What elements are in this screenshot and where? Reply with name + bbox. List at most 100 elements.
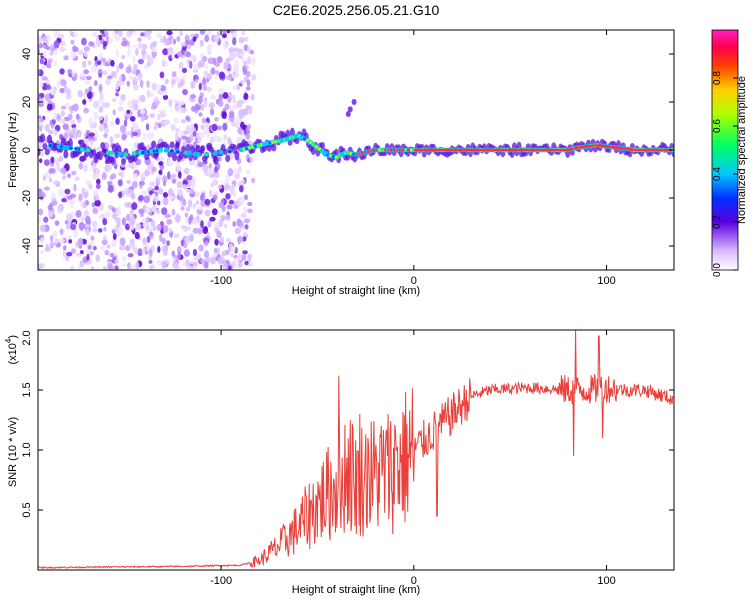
heatmap-cell — [197, 104, 202, 111]
heatmap-cell — [217, 184, 223, 190]
colorbar-tick-label: 0.6 — [712, 119, 723, 133]
heatmap-cell — [347, 106, 353, 113]
heatmap-cell — [192, 36, 197, 42]
heatmap-cell — [178, 61, 184, 70]
heatmap-cell — [204, 34, 210, 43]
heatmap-cell — [175, 213, 181, 222]
heatmap-ridge-cell — [109, 156, 115, 164]
heatmap-cell — [46, 84, 51, 91]
heatmap-cell — [53, 129, 58, 136]
heatmap-cell — [138, 41, 142, 50]
heatmap-cell — [96, 60, 102, 66]
heatmap-cell — [131, 131, 139, 137]
heatmap-cell — [115, 211, 122, 216]
heatmap-ridge-cell — [294, 137, 300, 145]
heatmap-cell — [64, 55, 69, 61]
heatmap-cell — [44, 171, 51, 179]
heatmap-cell — [157, 113, 161, 121]
heatmap-ridge-core — [175, 150, 180, 154]
heatmap-cell — [48, 168, 55, 174]
heatmap-cell — [127, 100, 134, 109]
heatmap-cell — [91, 32, 98, 37]
heatmap-cell — [115, 230, 122, 238]
heatmap-cell — [190, 55, 195, 61]
heatmap-cell — [101, 172, 107, 180]
heatmap-cell — [165, 213, 172, 218]
heatmap-cell — [164, 78, 169, 85]
heatmap-cell — [250, 94, 255, 101]
heatmap-cell — [247, 201, 253, 207]
heatmap-cell — [147, 57, 154, 65]
heatmap-cell — [39, 79, 44, 88]
bottom-y-tick-label: 2.0 — [21, 330, 33, 345]
heatmap-cell — [177, 251, 182, 260]
heatmap-cell — [118, 30, 123, 38]
heatmap-cell — [157, 122, 162, 129]
heatmap-cell — [173, 99, 179, 104]
heatmap-cell — [210, 67, 216, 75]
heatmap-cell — [245, 65, 249, 70]
heatmap-cell — [247, 45, 251, 54]
heatmap-cell — [148, 259, 153, 264]
heatmap-ridge-core — [48, 143, 53, 148]
heatmap-cell — [82, 99, 87, 105]
heatmap-cell — [232, 30, 238, 37]
heatmap-cell — [121, 133, 127, 141]
heatmap-cell — [186, 174, 193, 181]
heatmap-cell — [192, 130, 197, 137]
heatmap-cell — [213, 247, 218, 254]
heatmap-ridge-core — [227, 149, 232, 153]
heatmap-ridge-core — [187, 151, 192, 155]
heatmap-cell — [72, 103, 79, 112]
heatmap-cell — [204, 261, 209, 269]
heatmap-cell — [112, 109, 116, 116]
heatmap-cell — [138, 208, 144, 215]
heatmap-cell — [171, 208, 176, 216]
bottom-y-axis-label: SNR (10 * v/v) — [7, 417, 19, 487]
heatmap-cell — [219, 87, 225, 95]
heatmap-cell — [176, 35, 181, 43]
heatmap-cell — [203, 101, 208, 108]
heatmap-cell — [60, 105, 67, 110]
heatmap-cell — [212, 179, 219, 187]
heatmap-cell — [237, 252, 243, 262]
heatmap-cell — [195, 200, 200, 205]
heatmap-cell — [120, 94, 126, 102]
heatmap-cell — [167, 188, 174, 197]
heatmap-cell — [160, 84, 166, 92]
heatmap-cell — [162, 109, 167, 117]
heatmap-cell — [207, 220, 212, 228]
heatmap-cell — [133, 63, 138, 71]
heatmap-cell — [182, 183, 188, 190]
heatmap-cell — [133, 44, 138, 49]
heatmap-cell — [96, 178, 101, 185]
heatmap-cell — [184, 39, 191, 45]
heatmap-cell — [243, 92, 249, 101]
heatmap-cell — [183, 167, 190, 175]
heatmap-cell — [133, 84, 139, 91]
heatmap-cell — [202, 76, 206, 86]
heatmap-cell — [111, 70, 116, 78]
heatmap-cell — [38, 98, 45, 104]
heatmap-cell — [93, 120, 97, 129]
heatmap-cell — [118, 75, 123, 83]
heatmap-cell — [78, 162, 84, 170]
heatmap-cell — [93, 80, 98, 87]
heatmap-cell — [39, 249, 45, 255]
heatmap-cell — [169, 195, 175, 200]
heatmap-cell — [236, 100, 243, 108]
heatmap-cell — [218, 201, 224, 208]
heatmap-cell — [133, 103, 139, 111]
heatmap-cell — [171, 173, 177, 179]
heatmap-ridge-cell — [225, 154, 231, 163]
heatmap-ridge-cell — [213, 155, 219, 165]
heatmap-cell — [225, 193, 231, 200]
heatmap-cell — [144, 169, 150, 177]
heatmap-cell — [88, 86, 93, 92]
heatmap-cell — [243, 194, 249, 201]
heatmap-cell — [111, 239, 117, 248]
heatmap-cell — [158, 84, 162, 89]
heatmap-cell — [66, 251, 73, 257]
heatmap-cell — [115, 92, 120, 97]
heatmap-cell — [43, 34, 48, 44]
